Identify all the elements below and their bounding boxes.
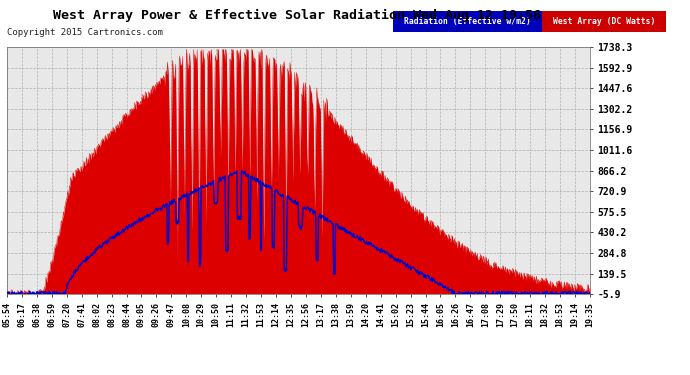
Text: West Array (DC Watts): West Array (DC Watts)	[553, 17, 655, 26]
Text: Radiation (Effective w/m2): Radiation (Effective w/m2)	[404, 17, 531, 26]
Text: West Array Power & Effective Solar Radiation Wed Aug 12 19:56: West Array Power & Effective Solar Radia…	[52, 9, 541, 22]
Bar	[393, 11, 542, 32]
Text: Copyright 2015 Cartronics.com: Copyright 2015 Cartronics.com	[7, 28, 163, 37]
Bar	[542, 11, 666, 32]
